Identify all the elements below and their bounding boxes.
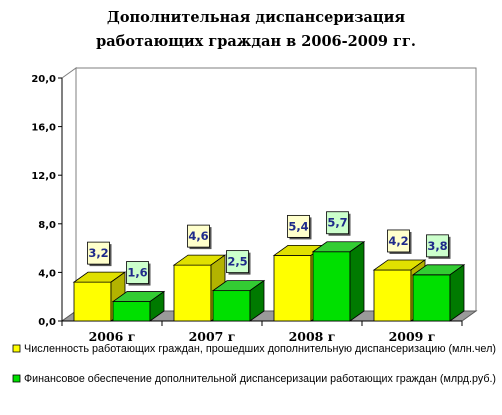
x-category-label: 2007 г (189, 329, 236, 344)
data-label-box (387, 229, 410, 253)
y-tick-label: 4,0 (38, 268, 56, 279)
bar-front (173, 264, 212, 322)
bar-side (449, 264, 465, 322)
y-tick-label: 8,0 (38, 220, 56, 231)
x-category-label: 2006 г (89, 329, 136, 344)
bar-side (249, 279, 265, 322)
x-category-label: 2008 г (289, 329, 336, 344)
data-label-box (287, 214, 310, 238)
legend-swatch (12, 374, 21, 383)
bar-front (412, 274, 451, 322)
bar-group: 2,5 (211, 250, 266, 322)
data-label: 4,2 (388, 234, 408, 248)
bar-group: 1,6 (111, 261, 166, 322)
bar-side (349, 240, 365, 322)
bar-front (212, 290, 251, 322)
legend-label: Численность работающих граждан, прошедши… (24, 343, 496, 355)
legend-label: Финансовое обеспечение дополнительной ди… (24, 373, 496, 385)
bar-front (112, 301, 151, 322)
y-tick-label: 12,0 (31, 171, 56, 182)
data-label: 3,2 (88, 246, 108, 260)
data-label: 2,5 (227, 255, 247, 269)
data-label-box (426, 234, 449, 258)
chart-title-line-1: Дополнительная диспансеризация (107, 9, 405, 26)
y-tick-label: 16,0 (31, 123, 56, 134)
chart-title-line-2: работающих граждан в 2006-2009 гг. (96, 33, 416, 50)
bar-front (273, 254, 312, 322)
data-label: 1,6 (127, 266, 147, 280)
data-label-box (87, 241, 110, 265)
bar-front (73, 281, 112, 322)
y-tick-label: 0,0 (38, 317, 56, 328)
bar-front (312, 251, 351, 322)
data-label: 4,6 (188, 229, 208, 243)
legend-swatch (12, 344, 21, 353)
x-category-label: 2009 г (389, 329, 436, 344)
data-label-box (226, 250, 249, 274)
plot-area: 0,0 4,0 8,0 12,0 16,0 20,0 2006 г 2007 г 2008 г 2… (31, 67, 478, 344)
bar-side (149, 290, 165, 322)
data-label-box (326, 211, 349, 235)
data-label: 5,7 (327, 216, 347, 230)
data-label: 5,4 (288, 219, 308, 233)
data-label-box (187, 224, 210, 248)
bar-group: 5,7 (311, 211, 366, 322)
data-label-box (126, 261, 149, 284)
legend: Численность работающих граждан, прошедши… (12, 343, 496, 385)
y-tick-label: 20,0 (31, 74, 56, 85)
bar-group: 3,8 (411, 234, 466, 322)
bar-front (373, 269, 412, 322)
data-label: 3,8 (427, 239, 447, 253)
